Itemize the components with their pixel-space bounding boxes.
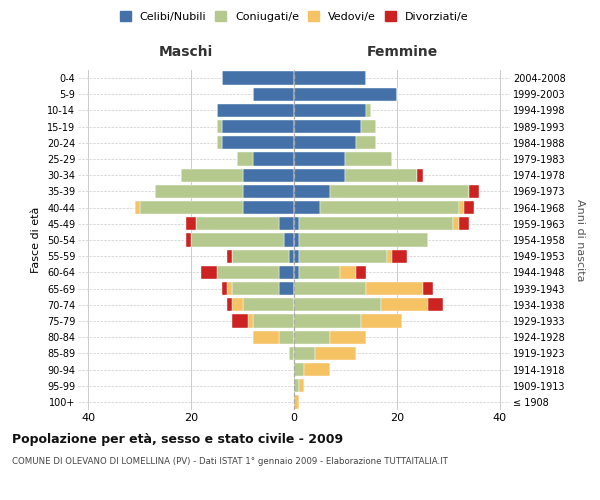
Bar xyxy=(346,152,392,166)
Bar xyxy=(232,298,242,312)
Bar xyxy=(278,330,294,344)
Bar xyxy=(294,379,299,392)
Bar xyxy=(299,379,304,392)
Bar xyxy=(346,168,418,182)
Y-axis label: Anni di nascita: Anni di nascita xyxy=(575,198,585,281)
Bar xyxy=(458,217,469,230)
Bar xyxy=(361,120,376,134)
Bar xyxy=(238,152,253,166)
Bar xyxy=(242,168,294,182)
Bar xyxy=(299,250,386,263)
Bar xyxy=(217,120,222,134)
Text: Maschi: Maschi xyxy=(159,44,213,59)
Bar xyxy=(248,314,253,328)
Bar xyxy=(253,88,294,101)
Bar xyxy=(191,234,284,246)
Bar xyxy=(366,104,371,117)
Bar xyxy=(356,266,366,279)
Bar xyxy=(361,314,402,328)
Bar xyxy=(289,250,294,263)
Bar xyxy=(253,314,294,328)
Bar xyxy=(242,201,294,214)
Bar xyxy=(382,298,428,312)
Bar xyxy=(294,330,330,344)
Bar xyxy=(196,217,278,230)
Bar xyxy=(253,152,294,166)
Bar xyxy=(294,396,299,408)
Bar xyxy=(222,72,294,85)
Bar xyxy=(320,201,458,214)
Text: COMUNE DI OLEVANO DI LOMELLINA (PV) - Dati ISTAT 1° gennaio 2009 - Elaborazione : COMUNE DI OLEVANO DI LOMELLINA (PV) - Da… xyxy=(12,457,448,466)
Bar xyxy=(289,346,294,360)
Bar xyxy=(294,136,356,149)
Bar xyxy=(232,314,248,328)
Bar xyxy=(222,136,294,149)
Bar xyxy=(294,250,299,263)
Bar xyxy=(294,298,382,312)
Bar xyxy=(294,104,366,117)
Bar xyxy=(222,120,294,134)
Bar xyxy=(294,120,361,134)
Bar xyxy=(294,201,320,214)
Bar xyxy=(232,282,278,295)
Bar xyxy=(253,330,278,344)
Bar xyxy=(418,168,422,182)
Bar xyxy=(314,346,356,360)
Bar xyxy=(155,185,242,198)
Bar xyxy=(217,104,294,117)
Bar xyxy=(227,282,232,295)
Bar xyxy=(294,234,299,246)
Bar xyxy=(294,88,397,101)
Bar xyxy=(278,266,294,279)
Legend: Celibi/Nubili, Coniugati/e, Vedovi/e, Divorziati/e: Celibi/Nubili, Coniugati/e, Vedovi/e, Di… xyxy=(116,8,472,25)
Bar xyxy=(422,282,433,295)
Bar xyxy=(186,217,196,230)
Bar xyxy=(294,217,299,230)
Bar xyxy=(202,266,217,279)
Bar xyxy=(294,346,314,360)
Bar xyxy=(464,201,474,214)
Bar xyxy=(386,250,392,263)
Bar xyxy=(294,282,366,295)
Bar xyxy=(469,185,479,198)
Bar xyxy=(284,234,294,246)
Bar xyxy=(294,185,330,198)
Bar xyxy=(217,266,278,279)
Bar xyxy=(242,298,294,312)
Y-axis label: Fasce di età: Fasce di età xyxy=(31,207,41,273)
Bar xyxy=(294,266,299,279)
Text: Popolazione per età, sesso e stato civile - 2009: Popolazione per età, sesso e stato civil… xyxy=(12,432,343,446)
Bar xyxy=(330,330,366,344)
Bar xyxy=(294,168,346,182)
Bar xyxy=(458,201,464,214)
Bar xyxy=(299,217,454,230)
Bar xyxy=(366,282,422,295)
Bar xyxy=(392,250,407,263)
Bar xyxy=(294,72,366,85)
Bar xyxy=(454,217,458,230)
Bar xyxy=(134,201,140,214)
Bar xyxy=(356,136,376,149)
Bar xyxy=(330,185,469,198)
Bar xyxy=(227,250,232,263)
Bar xyxy=(304,363,330,376)
Bar xyxy=(294,314,361,328)
Bar xyxy=(294,363,304,376)
Bar xyxy=(428,298,443,312)
Bar xyxy=(278,282,294,295)
Bar xyxy=(340,266,356,279)
Bar xyxy=(181,168,242,182)
Bar xyxy=(232,250,289,263)
Bar xyxy=(222,282,227,295)
Bar xyxy=(242,185,294,198)
Bar xyxy=(294,152,346,166)
Bar xyxy=(299,266,340,279)
Bar xyxy=(217,136,222,149)
Bar xyxy=(140,201,242,214)
Bar xyxy=(227,298,232,312)
Bar xyxy=(278,217,294,230)
Bar xyxy=(299,234,428,246)
Bar xyxy=(186,234,191,246)
Text: Femmine: Femmine xyxy=(367,44,437,59)
